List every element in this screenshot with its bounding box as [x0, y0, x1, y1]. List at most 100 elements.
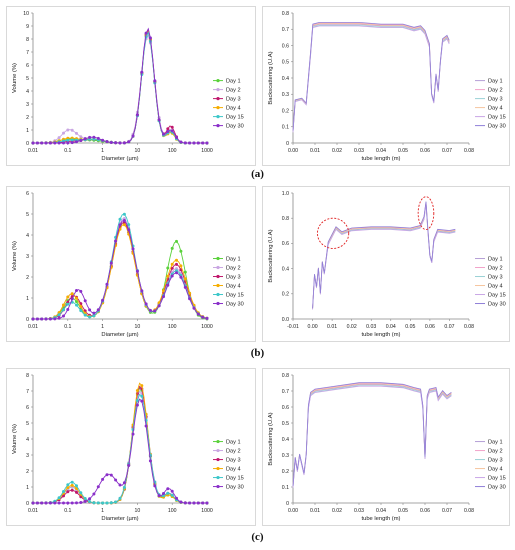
- series-point: [201, 141, 205, 145]
- y-tick-label: 7: [26, 50, 29, 56]
- series-point: [114, 500, 118, 504]
- legend-label: Day 15: [488, 115, 506, 121]
- series-point: [92, 492, 96, 496]
- x-tick-label: 0.07: [444, 324, 454, 330]
- profile-line-day-0: [292, 384, 452, 488]
- y-tick-label: 0.6: [282, 43, 289, 49]
- series-point: [122, 223, 126, 227]
- legend-label: Day 1: [226, 257, 241, 263]
- legend-marker: [216, 439, 220, 444]
- series-point: [144, 424, 148, 428]
- legend-label: Day 1: [488, 79, 503, 85]
- series-point: [170, 246, 174, 250]
- legend-marker: [216, 256, 220, 261]
- y-tick-label: 5: [26, 212, 29, 218]
- series-point: [40, 317, 44, 321]
- highlight-ellipse: [417, 196, 435, 230]
- series-line-day-4: [33, 393, 207, 504]
- series-point: [70, 501, 74, 505]
- legend-marker: [216, 124, 220, 128]
- series-point: [140, 399, 144, 403]
- series-point: [96, 308, 100, 312]
- profile-line-day-2: [312, 203, 456, 310]
- series-point: [88, 308, 92, 312]
- y-tick-label: 0.7: [282, 389, 289, 395]
- x-tick-label: 0.08: [464, 148, 474, 154]
- y-tick-label: 1: [26, 296, 29, 302]
- legend-marker: [216, 475, 220, 480]
- series-point: [153, 79, 157, 83]
- series-point: [118, 217, 122, 221]
- series-point: [183, 141, 187, 145]
- series-point: [70, 141, 74, 145]
- series-point: [175, 271, 178, 275]
- x-tick-label: 0.02: [347, 324, 357, 330]
- series-point: [66, 483, 70, 487]
- x-tick-label: 100: [168, 324, 177, 330]
- series-point: [131, 134, 135, 138]
- series-point: [118, 141, 122, 145]
- chart-panel-b-left: 0.01 0.1 1 10 100 1000 0 1 2 3 4 5 6 Diameter (µm) Vol…: [6, 186, 256, 342]
- series-point: [175, 258, 178, 262]
- y-tick-label: 6: [26, 191, 29, 197]
- series-point: [127, 228, 131, 232]
- series-line-day-5: [33, 27, 207, 144]
- series-point: [66, 308, 70, 311]
- legend-label: Day 4: [488, 106, 503, 112]
- legend-label: Day 2: [488, 449, 503, 455]
- series-point: [183, 285, 187, 289]
- chart-panel-c-right: 0.00 0.01 0.02 0.03 0.04 0.05 0.06 0.07 0.08 0 0.1…: [262, 368, 510, 526]
- x-tick-label: 0.00: [308, 324, 318, 330]
- legend-marker: [216, 88, 220, 92]
- series-point: [48, 317, 52, 321]
- x-tick-label: 0.04: [376, 148, 386, 154]
- series-point: [44, 501, 48, 505]
- series-point: [70, 483, 74, 487]
- x-tick-label: 0.01: [310, 508, 320, 514]
- series-point: [66, 302, 70, 306]
- profile-line-day-5: [292, 22, 450, 131]
- y-tick-label: 5: [26, 421, 29, 427]
- series-point: [179, 140, 183, 144]
- legend-label: Day 4: [226, 467, 241, 473]
- series-point: [122, 219, 126, 222]
- series-point: [53, 317, 57, 321]
- series-point: [105, 282, 109, 286]
- x-tick-label: 0.06: [420, 148, 430, 154]
- series-point: [148, 459, 152, 463]
- series-point: [166, 491, 170, 495]
- x-tick-label: 0.00: [288, 148, 298, 154]
- series-point: [83, 137, 87, 141]
- legend-marker: [216, 115, 220, 119]
- series-point: [144, 31, 148, 35]
- series-point: [70, 480, 74, 484]
- legend-marker: [216, 265, 220, 270]
- caption-a: (a): [251, 168, 264, 180]
- x-axis-label: tube length (m): [362, 332, 401, 338]
- series-point: [192, 501, 196, 505]
- series-point: [66, 141, 70, 145]
- legend-label: Day 15: [488, 476, 506, 482]
- y-tick-label: 9: [26, 24, 29, 30]
- chart-a-right: 0.00 0.01 0.02 0.03 0.04 0.05 0.06 0.07 0.08 0 0.1…: [268, 11, 506, 162]
- series-point: [79, 139, 83, 142]
- series-point: [192, 141, 196, 145]
- profile-line-day-4: [292, 25, 450, 133]
- series-point: [144, 302, 148, 306]
- series-point: [75, 501, 78, 505]
- series-point: [162, 494, 165, 498]
- legend-label: Day 30: [488, 485, 506, 491]
- series-point: [127, 223, 131, 227]
- y-tick-label: 0.2: [282, 108, 289, 114]
- x-tick-label: 0.08: [464, 508, 474, 514]
- series-point: [170, 274, 174, 278]
- legend-marker: [216, 274, 220, 279]
- series-point: [88, 497, 92, 501]
- y-tick-label: 3: [26, 254, 29, 260]
- series-point: [35, 141, 39, 145]
- series-point: [188, 501, 192, 505]
- series-point: [118, 483, 122, 487]
- series-point: [53, 501, 57, 505]
- y-tick-label: 0.6: [282, 241, 289, 247]
- x-tick-label: 1: [101, 324, 104, 330]
